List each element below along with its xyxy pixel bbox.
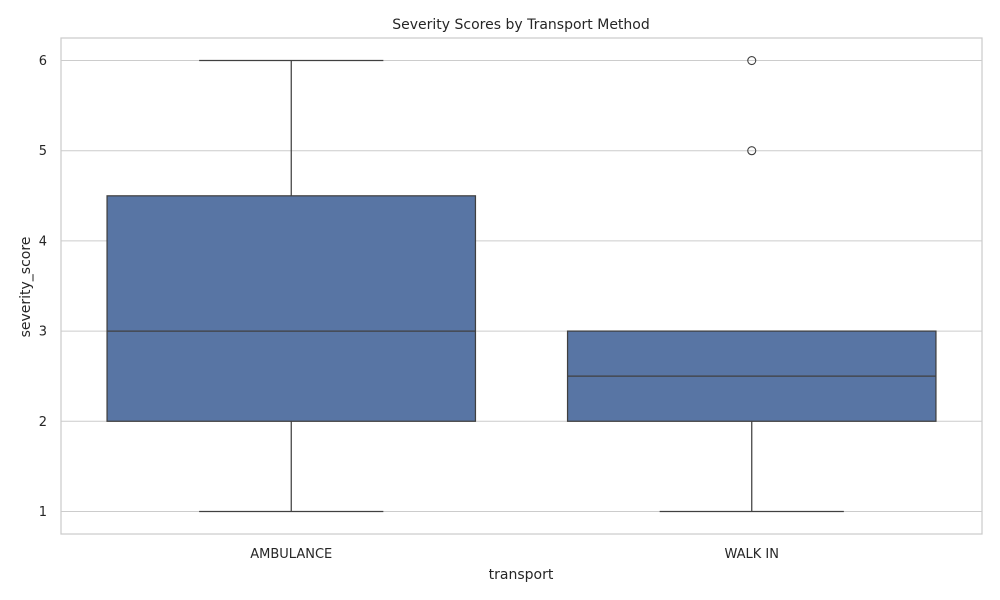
plot-frame	[60, 37, 983, 535]
x-tick-label-ambulance: AMBULANCE	[250, 547, 332, 562]
y-tick-label: 4	[39, 234, 47, 249]
x-axis-label: transport	[489, 567, 554, 583]
outlier-point-walk-in	[747, 55, 757, 66]
plot-area: 1 2 3 4 5 6 AMBULANCE WALK IN	[39, 37, 983, 562]
outlier-point-walk-in	[747, 146, 757, 156]
y-tick-label: 1	[39, 505, 47, 520]
x-tick-label-walk-in: WALK IN	[725, 547, 780, 562]
y-tick-label: 6	[39, 54, 47, 69]
y-tick-label: 3	[39, 325, 47, 340]
chart-title: Severity Scores by Transport Method	[392, 17, 650, 33]
y-tick-label: 2	[39, 415, 47, 430]
y-tick-label: 5	[39, 144, 47, 159]
y-axis-label: severity_score	[18, 237, 34, 338]
box-ambulance	[106, 195, 477, 422]
